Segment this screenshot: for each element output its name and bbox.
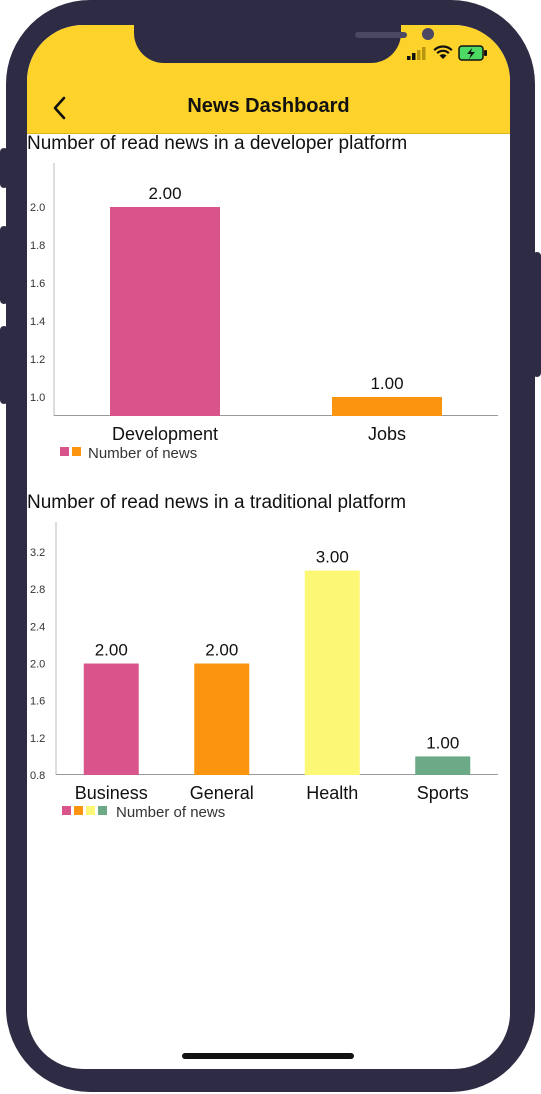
c1-bar-development[interactable] bbox=[110, 207, 220, 416]
c1-category-label: Development bbox=[112, 424, 218, 444]
c2-bar-business[interactable] bbox=[83, 663, 139, 776]
chart1-title: Number of read news in a developer platf… bbox=[27, 133, 408, 154]
c2-value-label: 2.00 bbox=[95, 641, 128, 660]
c1-ytick-label: 1.0 bbox=[30, 392, 45, 404]
screen: News Dashboard Number of read news in a … bbox=[27, 25, 510, 1069]
c1-value-label: 2.00 bbox=[148, 184, 181, 203]
c2-category-label: Sports bbox=[417, 783, 469, 803]
c1-ytick-label: 1.6 bbox=[30, 278, 45, 290]
c2-ytick-label: 1.2 bbox=[30, 733, 45, 745]
c2-category-label: Health bbox=[306, 783, 358, 803]
c2-legend-swatch bbox=[86, 806, 95, 815]
c2-ytick-label: 0.8 bbox=[30, 770, 45, 782]
c2-legend-swatch bbox=[62, 806, 71, 815]
c2-ytick-label: 1.6 bbox=[30, 696, 45, 708]
c1-legend-swatch bbox=[72, 447, 81, 456]
c1-value-label: 1.00 bbox=[370, 374, 403, 393]
c1-ytick-label: 1.2 bbox=[30, 354, 45, 366]
volume-up-button bbox=[0, 226, 8, 304]
c2-legend-swatch bbox=[98, 806, 107, 815]
page-title: News Dashboard bbox=[187, 95, 350, 117]
c2-bar-sports[interactable] bbox=[415, 756, 471, 775]
home-indicator bbox=[182, 1053, 354, 1059]
c2-legend-swatch bbox=[74, 806, 83, 815]
c1-ytick-label: 1.4 bbox=[30, 316, 45, 328]
c2-category-label: General bbox=[190, 783, 254, 803]
speaker bbox=[355, 32, 407, 38]
c1-bar-jobs[interactable] bbox=[332, 397, 442, 416]
c1-category-label: Jobs bbox=[368, 424, 406, 444]
c2-ytick-label: 2.4 bbox=[30, 621, 45, 633]
chart2-title: Number of read news in a traditional pla… bbox=[27, 492, 407, 513]
wifi-icon bbox=[433, 45, 453, 59]
c1-ytick-label: 1.8 bbox=[30, 240, 45, 252]
chart1: 1.0 1.2 1.4 1.6 1.8 2.0 2.00 1.00 Development J… bbox=[30, 163, 498, 462]
app-bar: News Dashboard bbox=[27, 25, 510, 134]
signal-icon bbox=[407, 47, 426, 60]
camera bbox=[422, 28, 434, 40]
c1-legend-swatch bbox=[60, 447, 69, 456]
c2-ytick-label: 2.8 bbox=[30, 584, 45, 596]
notch bbox=[134, 25, 434, 63]
c2-bar-general[interactable] bbox=[194, 663, 250, 776]
battery-icon bbox=[458, 45, 487, 61]
c2-value-label: 1.00 bbox=[426, 733, 459, 752]
volume-down-button bbox=[0, 326, 8, 404]
mute-switch bbox=[0, 148, 8, 188]
c2-ytick-label: 3.2 bbox=[30, 547, 45, 559]
power-button bbox=[533, 252, 541, 377]
c2-category-label: Business bbox=[75, 783, 148, 803]
chart2-legend-label: Number of news bbox=[116, 804, 225, 821]
c1-ytick-label: 2.0 bbox=[30, 202, 45, 214]
c2-value-label: 2.00 bbox=[205, 641, 238, 660]
chart1-legend-label: Number of news bbox=[88, 445, 197, 462]
c2-ytick-label: 2.0 bbox=[30, 659, 45, 671]
chart2: 0.8 1.2 1.6 2.0 2.4 2.8 3.2 2.00 2.00 3.00 1.00 B… bbox=[30, 522, 498, 821]
c2-bar-health[interactable] bbox=[304, 570, 360, 775]
c2-value-label: 3.00 bbox=[316, 548, 349, 567]
back-chevron-icon[interactable] bbox=[49, 93, 75, 123]
